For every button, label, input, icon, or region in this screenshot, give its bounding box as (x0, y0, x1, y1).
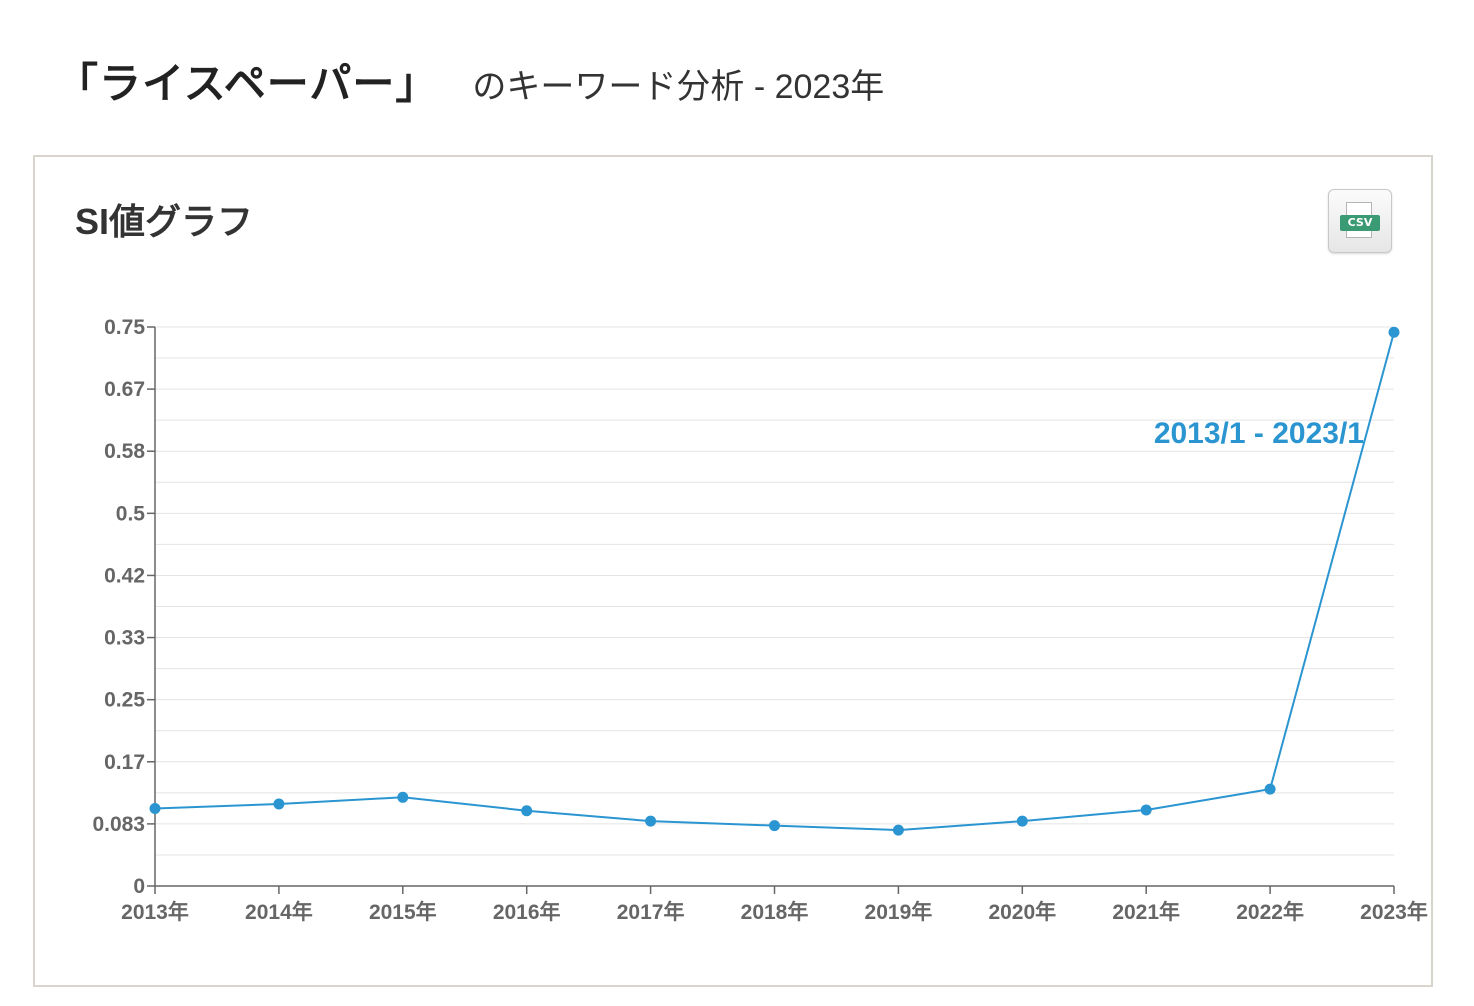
x-axis-ticks: 2013年 2014年 2015年 2016年 2017年 2018年 2019年 2020年… (121, 886, 1428, 924)
x-tick-label: 2022年 (1236, 900, 1304, 924)
x-tick-label: 2021年 (1112, 900, 1180, 924)
x-tick-label: 2019年 (865, 900, 933, 924)
csv-file-icon: CSV (1340, 202, 1380, 240)
data-point (769, 820, 780, 832)
series-range-label: 2013/1 - 2023/1 (1154, 417, 1364, 450)
data-point (892, 824, 904, 836)
y-tick-label: 0.75 (104, 316, 145, 339)
x-tick-label: 2016年 (493, 900, 561, 924)
data-point (521, 805, 533, 817)
x-tick-label: 2018年 (741, 900, 809, 924)
x-tick-label: 2014年 (245, 900, 313, 924)
y-tick-label: 0.25 (104, 689, 145, 712)
keyword-title: 「ライスペーパー」 (56, 60, 439, 107)
y-tick-label: 0.67 (104, 378, 145, 401)
data-point (1016, 815, 1028, 827)
y-tick-label: 0.58 (104, 440, 145, 463)
y-tick-label: 0 (133, 875, 145, 898)
x-tick-label: 2013年 (121, 900, 189, 924)
si-graph-panel: SI値グラフ CSV (33, 155, 1433, 987)
data-point (645, 815, 657, 827)
x-tick-label: 2023年 (1360, 900, 1428, 924)
series-layer (149, 326, 1400, 836)
annotations: 2013/1 - 2023/1 (1154, 417, 1364, 450)
data-point (397, 791, 409, 803)
y-tick-label: 0.42 (104, 564, 145, 587)
x-tick-label: 2015年 (369, 900, 437, 924)
data-point (273, 798, 285, 810)
data-point (1140, 804, 1152, 816)
grid-lines (155, 326, 1394, 856)
panel-title: SI値グラフ (75, 201, 254, 242)
x-tick-label: 2020年 (988, 900, 1056, 924)
y-axis-ticks: 0 0.083 0.17 0.25 0.33 0.42 0.5 0.58 0.67 0.75 (92, 316, 155, 898)
x-tick-label: 2017年 (617, 900, 685, 924)
y-tick-label: 0.33 (104, 627, 145, 650)
series-line (154, 331, 1395, 832)
csv-button-label: CSV (1340, 215, 1380, 231)
data-point (149, 802, 161, 814)
csv-download-button[interactable]: CSV (1328, 189, 1392, 253)
page-header: 「ライスペーパー」 のキーワード分析 - 2023年 (56, 50, 884, 110)
title-suffix: のキーワード分析 - 2023年 (472, 68, 885, 106)
y-tick-label: 0.083 (92, 813, 145, 836)
data-point (1388, 326, 1400, 338)
data-point (1264, 783, 1276, 795)
y-tick-label: 0.5 (116, 502, 146, 525)
y-tick-label: 0.17 (104, 751, 145, 774)
